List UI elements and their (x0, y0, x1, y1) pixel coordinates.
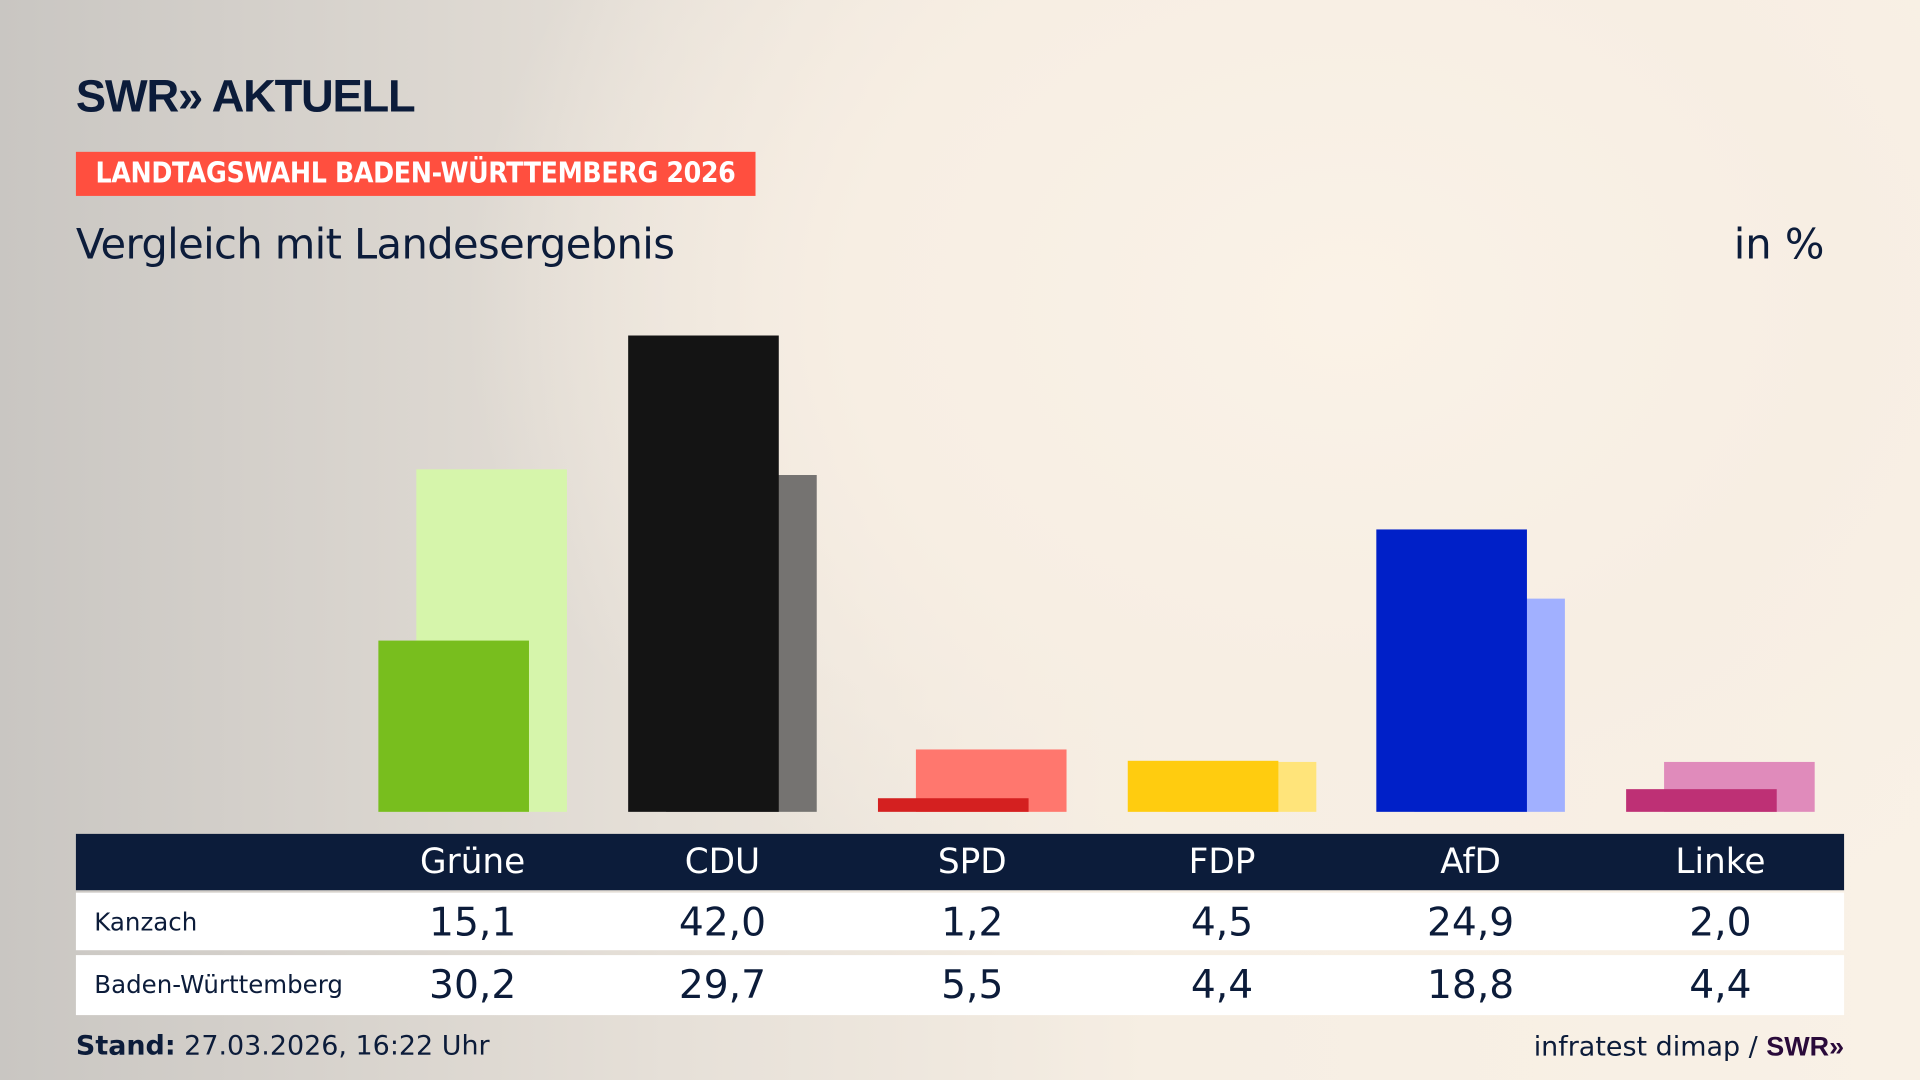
value-cell: 24,9 (1426, 898, 1515, 946)
source-text: infratest dimap / (1533, 1032, 1767, 1063)
election-banner: LANDTAGSWAHL BADEN-WÜRTTEMBERG 2026 (75, 151, 755, 196)
value-cell: 4,4 (1689, 961, 1752, 1008)
unit-label: in % (1733, 220, 1825, 270)
column-header: AfD (1440, 841, 1501, 882)
value-cell: 2,0 (1689, 898, 1752, 946)
source: infratest dimap / SWR» (1534, 1031, 1844, 1063)
bar-cdu-kanzach (628, 335, 779, 812)
timestamp: Stand: 27.03.2026, 16:22 Uhr (76, 1031, 490, 1062)
table-row-bw: Baden-Württemberg 30,2 29,7 5,5 4,4 18,8 4,4 (75, 955, 1845, 1016)
bar-fdp-kanzach (1127, 760, 1279, 812)
column-header: FDP (1188, 841, 1256, 882)
bar-linke-kanzach (1626, 789, 1777, 812)
row-label: Kanzach (94, 907, 198, 937)
column-header: Linke (1675, 841, 1766, 882)
value-cell: 29,7 (678, 961, 767, 1008)
value-cell: 1,2 (941, 898, 1004, 946)
value-cell: 4,5 (1190, 898, 1254, 946)
table-header: Grüne CDU SPD FDP AfD Linke (75, 833, 1845, 891)
swr-aktuell-logo: SWR» AKTUELL (75, 71, 416, 122)
swr-logo: SWR» (1766, 1031, 1845, 1062)
value-cell: 18,8 (1426, 961, 1515, 1008)
table-row-kanzach: Kanzach 15,1 42,0 1,2 4,5 24,9 2,0 (75, 892, 1845, 951)
results-table: Grüne CDU SPD FDP AfD Linke Kanzach 15,1 42,0 1… (75, 833, 1845, 1016)
bar-afd-kanzach (1376, 529, 1527, 812)
bar-grüne-kanzach (378, 640, 529, 812)
column-header: Grüne (420, 841, 526, 882)
value-cell: 5,5 (941, 961, 1004, 1008)
stand-label: Stand: (75, 1031, 176, 1062)
row-label: Baden-Württemberg (94, 969, 343, 1000)
value-cell: 42,0 (678, 898, 767, 946)
column-header: CDU (684, 841, 761, 882)
bar-spd-kanzach (877, 798, 1029, 812)
chart-subtitle: Vergleich mit Landesergebnis (75, 220, 675, 270)
value-cell: 15,1 (429, 898, 517, 946)
value-cell: 4,4 (1190, 961, 1254, 1008)
value-cell: 30,2 (429, 961, 517, 1008)
column-header: SPD (937, 841, 1007, 882)
stand-value: 27.03.2026, 16:22 Uhr (175, 1031, 490, 1062)
